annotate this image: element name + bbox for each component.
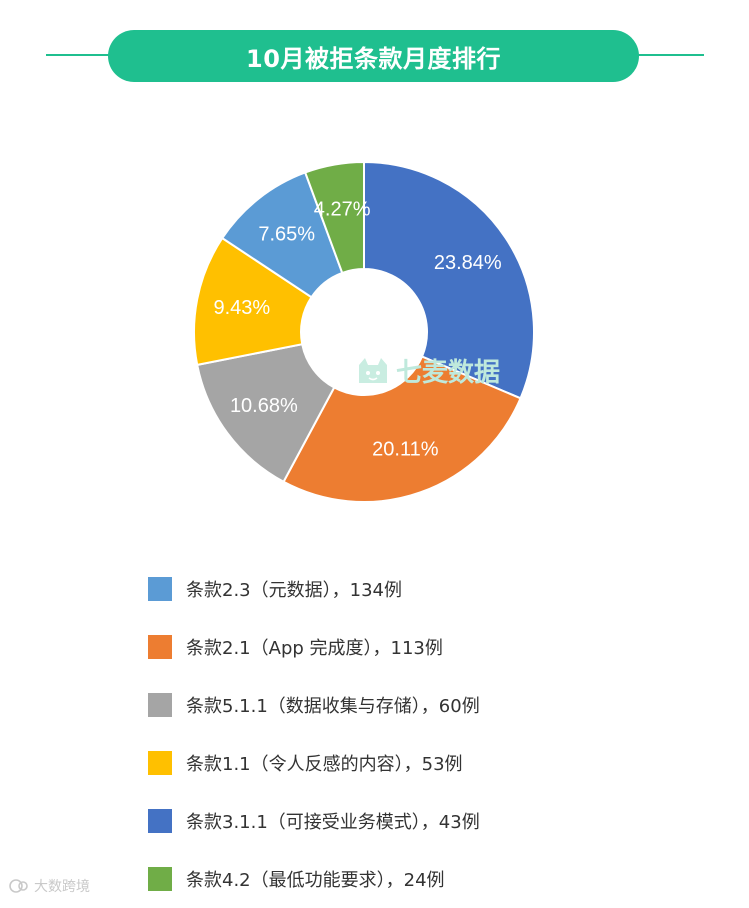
legend-item: 条款3.1.1（可接受业务模式），43例 [148, 792, 708, 850]
title-line-right [632, 54, 704, 56]
legend-label: 条款2.3（元数据），134例 [186, 580, 402, 601]
legend-item: 条款2.1（App 完成度），113例 [148, 618, 708, 676]
legend-label: 条款4.2（最低功能要求），24例 [186, 870, 445, 891]
legend-label: 条款1.1（令人反感的内容），53例 [186, 754, 463, 775]
slice-label: 20.11% [372, 438, 439, 460]
footer-text: 大数跨境 [34, 879, 90, 895]
legend-item: 条款5.1.1（数据收集与存储），60例 [148, 676, 708, 734]
chart-legend: 条款2.3（元数据），134例条款2.1（App 完成度），113例条款5.1.… [148, 560, 708, 908]
watermark-text: 七麦数据 [396, 358, 501, 388]
pie-slice [196, 343, 336, 484]
pie-slice [303, 160, 365, 275]
footer-watermark: 大数跨境 [8, 876, 90, 896]
legend-label: 条款3.1.1（可接受业务模式），43例 [186, 812, 480, 833]
pie-slice [363, 160, 535, 400]
legend-label: 条款2.1（App 完成度），113例 [186, 638, 443, 659]
cat-icon [359, 357, 387, 383]
legend-item: 条款1.1（令人反感的内容），53例 [148, 734, 708, 792]
logo-icon [9, 879, 28, 893]
pie-slice [282, 355, 522, 503]
legend-swatch [148, 577, 172, 601]
legend-swatch [148, 751, 172, 775]
legend-item: 条款4.2（最低功能要求），24例 [148, 850, 708, 908]
legend-swatch [148, 693, 172, 717]
title-line-left [46, 54, 116, 56]
donut-chart: 23.84% 20.11% 10.68% 9.43% 7.65% 4.27% [193, 160, 535, 503]
legend-swatch [148, 809, 172, 833]
pie-slice [193, 236, 313, 367]
legend-item: 条款2.3（元数据），134例 [148, 560, 708, 618]
slice-label: 23.84% [434, 252, 502, 274]
legend-swatch [148, 867, 172, 891]
slice-label: 7.65% [258, 223, 315, 245]
slice-label: 4.27% [314, 198, 371, 220]
page-title: 10月被拒条款月度排行 [108, 30, 639, 82]
legend-swatch [148, 635, 172, 659]
slice-label: 9.43% [214, 297, 271, 319]
watermark: 七麦数据 [356, 352, 500, 389]
legend-label: 条款5.1.1（数据收集与存储），60例 [186, 696, 480, 717]
slice-label: 10.68% [230, 395, 298, 417]
